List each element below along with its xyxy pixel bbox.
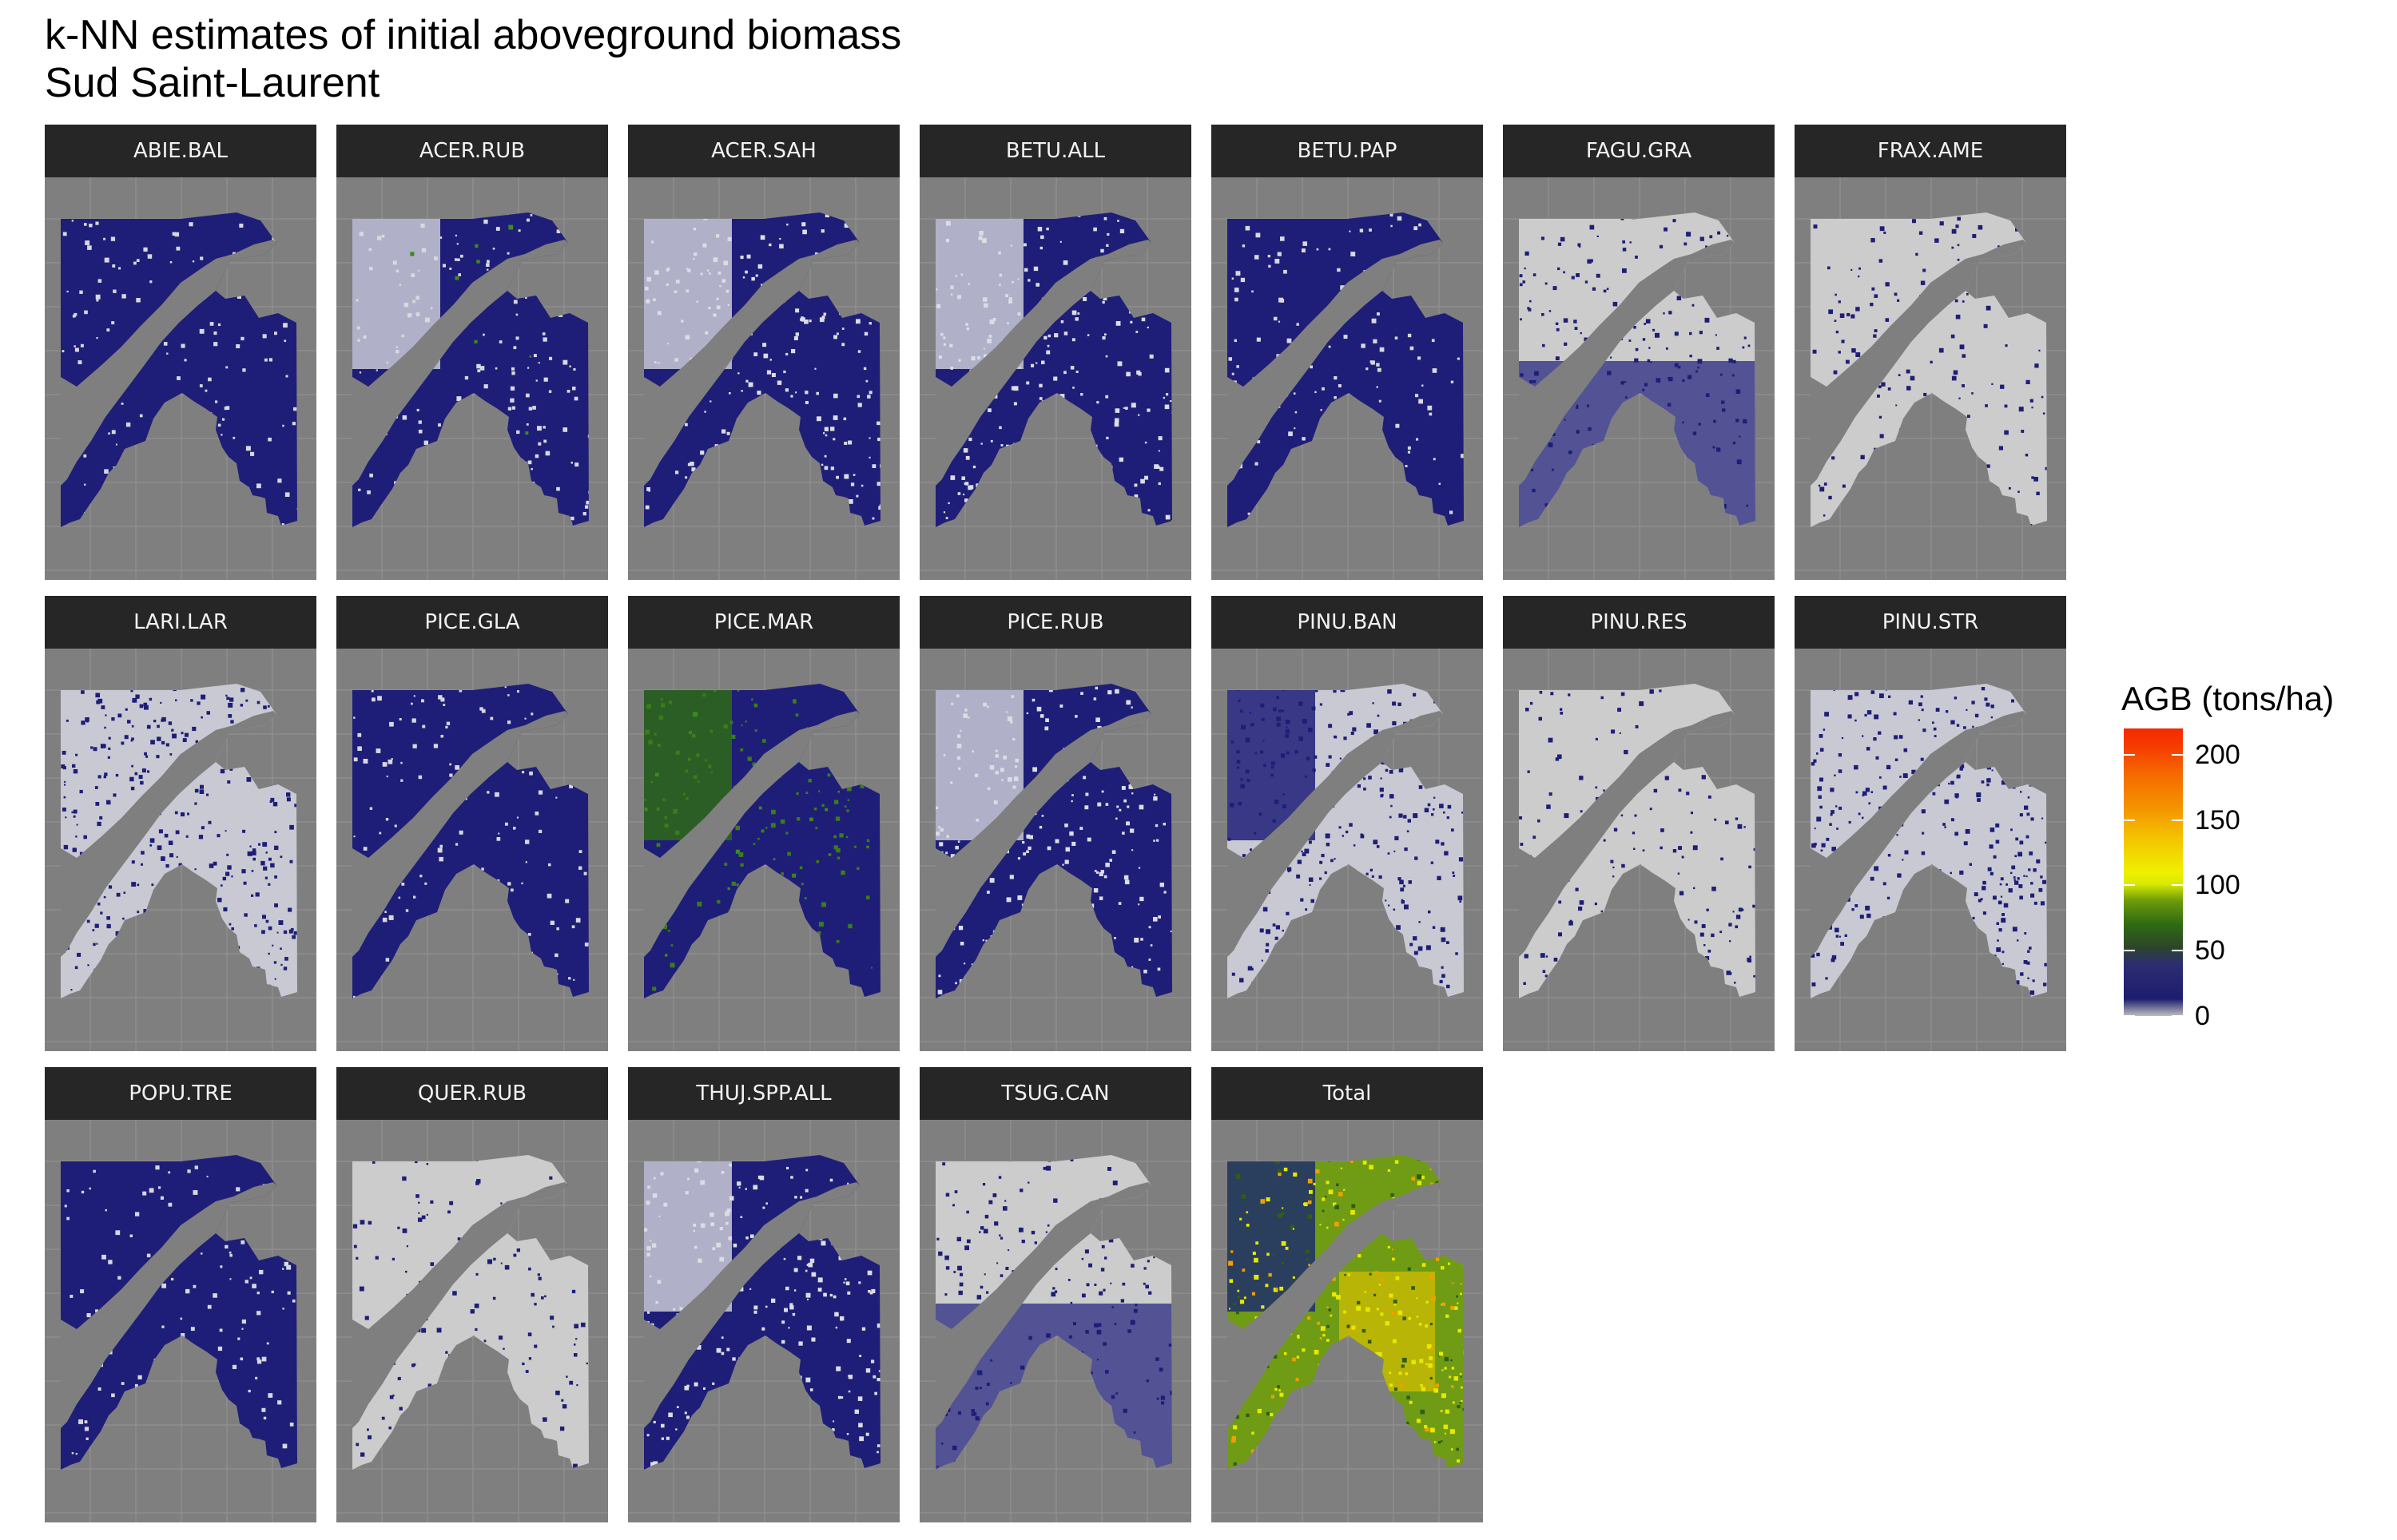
facet-strip-label: THUJ.SPP.ALL xyxy=(628,1067,900,1120)
biomass-map xyxy=(45,649,316,1051)
map-panel xyxy=(1211,1120,1483,1522)
biomass-map xyxy=(1795,649,2066,1051)
facet-strip-label: BETU.PAP xyxy=(1211,125,1483,177)
biomass-map xyxy=(45,177,316,580)
facet-pice-gla: PICE.GLA xyxy=(336,596,608,1051)
facet-pinu-ban: PINU.BAN xyxy=(1211,596,1483,1051)
map-panel xyxy=(1795,177,2066,580)
study-region xyxy=(61,212,297,527)
legend-tick-label: 150 xyxy=(2195,804,2240,835)
legend-tick-label: 50 xyxy=(2195,935,2225,966)
map-panel xyxy=(1503,649,1775,1051)
facet-strip-label: PINU.STR xyxy=(1795,596,2066,649)
study-region xyxy=(1519,684,1755,998)
facet-strip-label: PICE.MAR xyxy=(628,596,900,649)
map-panel xyxy=(1211,649,1483,1051)
facet-strip-label: PINU.RES xyxy=(1503,596,1775,649)
biomass-map xyxy=(336,1120,608,1522)
study-region xyxy=(1811,684,2047,998)
facet-fagu-gra: FAGU.GRA xyxy=(1503,125,1775,580)
facet-frax-ame: FRAX.AME xyxy=(1795,125,2066,580)
facet-strip-label: ACER.SAH xyxy=(628,125,900,177)
biomass-map xyxy=(1503,177,1775,580)
map-panel xyxy=(1795,649,2066,1051)
legend-colorbar xyxy=(2124,728,2183,1016)
map-panel xyxy=(920,649,1191,1051)
biomass-map xyxy=(336,649,608,1051)
facet-betu-all: BETU.ALL xyxy=(920,125,1191,580)
biomass-map xyxy=(1211,177,1483,580)
map-panel xyxy=(628,1120,900,1522)
facet-strip-label: BETU.ALL xyxy=(920,125,1191,177)
legend-tick-label: 0 xyxy=(2195,1001,2210,1031)
map-panel xyxy=(628,177,900,580)
map-panel xyxy=(336,1120,608,1522)
facet-strip-label: LARI.LAR xyxy=(45,596,316,649)
facet-pinu-res: PINU.RES xyxy=(1503,596,1775,1051)
map-panel xyxy=(1211,177,1483,580)
facet-abie-bal: ABIE.BAL xyxy=(45,125,316,580)
facet-thuj-spp-all: THUJ.SPP.ALL xyxy=(628,1067,900,1522)
facet-strip-label: TSUG.CAN xyxy=(920,1067,1191,1120)
facet-popu-tre: POPU.TRE xyxy=(45,1067,316,1522)
map-panel xyxy=(628,649,900,1051)
legend-title: AGB (tons/ha) xyxy=(2121,680,2335,717)
facet-strip-label: Total xyxy=(1211,1067,1483,1120)
biomass-map xyxy=(336,177,608,580)
study-region xyxy=(1227,212,1464,527)
map-panel xyxy=(45,177,316,580)
biomass-map xyxy=(1795,177,2066,580)
biomass-map xyxy=(628,1120,900,1522)
biomass-map xyxy=(920,649,1191,1051)
study-region xyxy=(352,684,589,998)
biomass-map xyxy=(920,177,1191,580)
map-panel xyxy=(920,1120,1191,1522)
biomass-map xyxy=(628,649,900,1051)
study-region xyxy=(1811,212,2047,527)
facet-strip-label: QUER.RUB xyxy=(336,1067,608,1120)
facet-acer-rub: ACER.RUB xyxy=(336,125,608,580)
facet-tsug-can: TSUG.CAN xyxy=(920,1067,1191,1522)
study-region xyxy=(61,684,297,998)
title-line-1: k-NN estimates of initial aboveground bi… xyxy=(45,12,902,58)
facet-strip-label: POPU.TRE xyxy=(45,1067,316,1120)
facet-lari-lar: LARI.LAR xyxy=(45,596,316,1051)
biomass-map xyxy=(1211,1120,1483,1522)
facet-betu-pap: BETU.PAP xyxy=(1211,125,1483,580)
biomass-map xyxy=(628,177,900,580)
facet-strip-label: FRAX.AME xyxy=(1795,125,2066,177)
biomass-map xyxy=(920,1120,1191,1522)
facet-strip-label: FAGU.GRA xyxy=(1503,125,1775,177)
facet-pice-rub: PICE.RUB xyxy=(920,596,1191,1051)
facet-strip-label: PINU.BAN xyxy=(1211,596,1483,649)
facet-strip-label: PICE.GLA xyxy=(336,596,608,649)
facet-strip-label: PICE.RUB xyxy=(920,596,1191,649)
biomass-map xyxy=(1503,649,1775,1051)
facet-total: Total xyxy=(1211,1067,1483,1522)
map-panel xyxy=(336,177,608,580)
map-panel xyxy=(336,649,608,1051)
facet-strip-label: ABIE.BAL xyxy=(45,125,316,177)
map-panel xyxy=(920,177,1191,580)
facet-strip-label: ACER.RUB xyxy=(336,125,608,177)
color-legend: AGB (tons/ha) 0 50 100 150 200 xyxy=(2121,679,2377,1030)
legend-tick-label: 200 xyxy=(2195,739,2240,770)
biomass-map xyxy=(1211,649,1483,1051)
facet-acer-sah: ACER.SAH xyxy=(628,125,900,580)
biomass-map xyxy=(45,1120,316,1522)
map-panel xyxy=(1503,177,1775,580)
biomass-texture xyxy=(352,1157,588,1470)
plot-title: k-NN estimates of initial aboveground bi… xyxy=(45,11,901,107)
map-panel xyxy=(45,1120,316,1522)
title-line-2: Sud Saint-Laurent xyxy=(45,60,380,106)
facet-quer-rub: QUER.RUB xyxy=(336,1067,608,1522)
map-panel xyxy=(45,649,316,1051)
facet-pice-mar: PICE.MAR xyxy=(628,596,900,1051)
legend-tick-label: 100 xyxy=(2195,870,2240,901)
facet-pinu-str: PINU.STR xyxy=(1795,596,2066,1051)
